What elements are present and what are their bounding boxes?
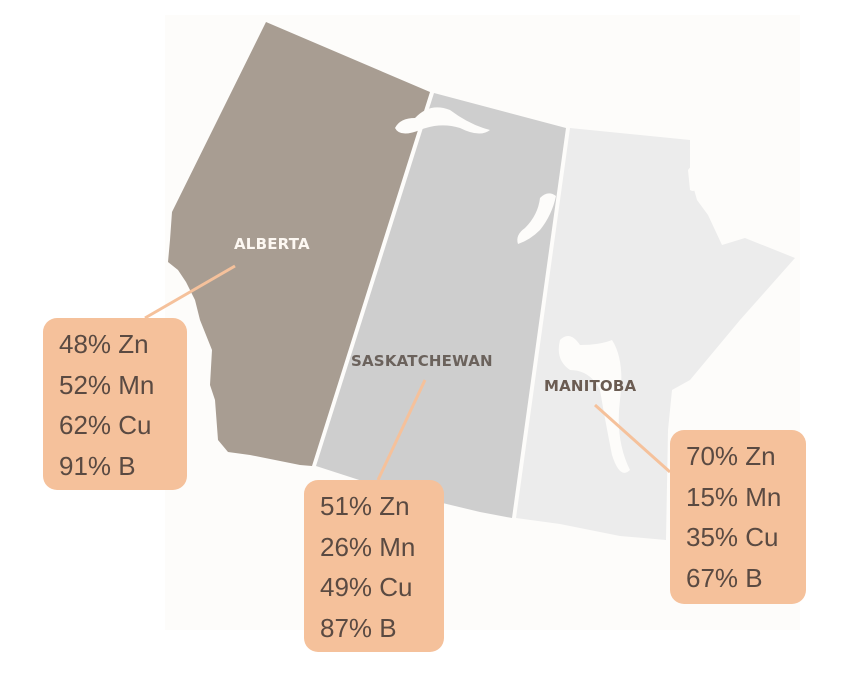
stat-b: 91% B: [59, 450, 136, 481]
region-saskatchewan[interactable]: [316, 93, 566, 518]
stat-cu: 62% Cu: [59, 410, 152, 440]
callout-manitoba: 70% Zn 15% Mn 35% Cu 67% B: [670, 430, 806, 604]
region-label-saskatchewan: SASKATCHEWAN: [351, 352, 493, 370]
leader-line-manitoba: [594, 403, 671, 474]
region-label-alberta: ALBERTA: [234, 235, 310, 253]
stat-cu: 35% Cu: [686, 522, 779, 552]
region-manitoba[interactable]: [516, 128, 795, 540]
stat-mn: 15% Mn: [686, 481, 782, 512]
callout-saskatchewan: 51% Zn 26% Mn 49% Cu 87% B: [304, 480, 444, 652]
lakes: [395, 107, 700, 473]
region-alberta[interactable]: [168, 22, 430, 466]
stat-zn: 48% Zn: [59, 329, 149, 359]
leader-line-saskatchewan: [376, 379, 427, 481]
leader-line-alberta: [144, 264, 236, 320]
leader-lines: [144, 264, 671, 481]
stat-b: 87% B: [320, 612, 397, 643]
stat-mn: 26% Mn: [320, 531, 416, 562]
stat-b: 67% B: [686, 562, 763, 593]
stat-mn: 52% Mn: [59, 369, 155, 400]
stat-zn: 70% Zn: [686, 441, 776, 471]
region-label-manitoba: MANITOBA: [544, 377, 637, 395]
callout-alberta: 48% Zn 52% Mn 62% Cu 91% B: [43, 318, 187, 490]
stat-cu: 49% Cu: [320, 572, 413, 602]
stat-zn: 51% Zn: [320, 491, 410, 521]
